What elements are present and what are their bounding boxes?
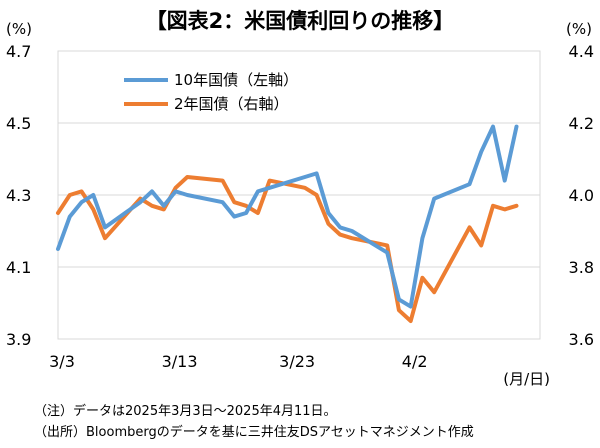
right-tick-label: 3.8 [569,258,594,277]
series-line [56,175,519,323]
x-axis-unit: (月/日) [503,370,550,388]
x-tick-label: 3/13 [162,352,198,371]
left-tick-label: 4.5 [6,114,31,133]
left-tick-label: 4.1 [6,258,31,277]
right-axis-ticks: 3.6 3.8 4.0 4.2 4.4 [569,42,594,349]
left-tick-label: 3.9 [6,330,31,349]
right-tick-label: 4.2 [569,114,594,133]
x-axis-ticks: 3/3 3/13 3/23 4/2 [49,352,427,371]
right-axis-unit: (%) [566,20,592,38]
right-tick-label: 4.4 [569,42,594,61]
left-tick-label: 4.7 [6,42,31,61]
series-lines [56,124,519,323]
legend: 10年国債（左軸） 2年国債（右軸） [124,71,298,113]
legend-label: 10年国債（左軸） [174,71,298,89]
x-tick-label: 4/2 [402,352,428,371]
note-data-period: （注）データは2025年3月3日～2025年4月11日。 [34,404,337,419]
chart-title: 【図表2：米国債利回りの推移】 [146,9,455,33]
right-tick-label: 3.6 [569,330,594,349]
note-source: （出所）Bloombergのデータを基に三井住友DSアセットマネジメント作成 [34,425,474,440]
x-tick-label: 3/23 [279,352,315,371]
left-tick-label: 4.3 [6,186,31,205]
right-tick-label: 4.0 [569,186,594,205]
legend-label: 2年国債（右軸） [174,95,289,113]
gridlines [58,50,540,340]
plot-frame [57,50,541,340]
series-line [56,124,519,309]
left-axis-unit: (%) [6,20,32,38]
x-tick-label: 3/3 [49,352,75,371]
left-axis-ticks: 3.9 4.1 4.3 4.5 4.7 [6,42,31,349]
